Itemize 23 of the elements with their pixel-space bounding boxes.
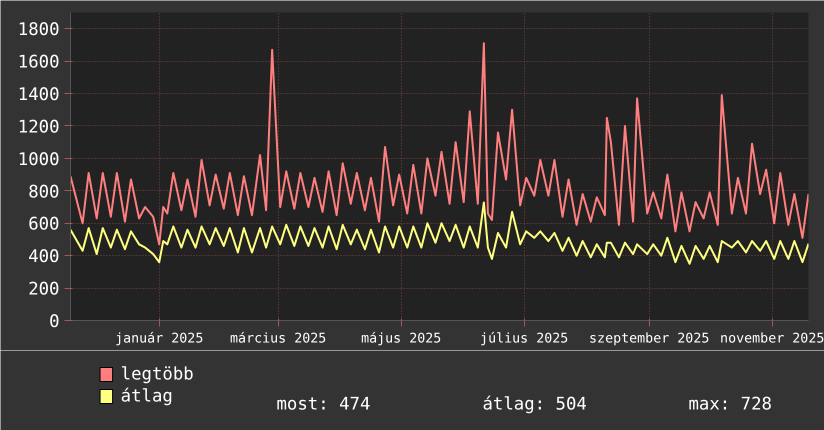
legend-label: legtöbb: [120, 364, 194, 384]
x-tick-label: július 2025: [480, 332, 568, 346]
legend-label: átlag: [120, 386, 173, 406]
line-series: [70, 42, 808, 246]
y-tick-label: 1000: [18, 150, 60, 170]
y-tick-label: 1400: [18, 85, 60, 106]
y-tick-label: 1200: [18, 117, 60, 138]
y-tick-label: 1800: [18, 20, 60, 40]
x-tick-label: november 2025: [720, 332, 824, 346]
y-tick-label: 1600: [18, 52, 60, 73]
line-series: [70, 201, 808, 265]
x-tick-label: március 2025: [230, 332, 326, 346]
x-tick-label: május 2025: [361, 332, 442, 346]
text: most: 474: [276, 394, 370, 414]
y-tick-label: 400: [28, 247, 60, 268]
y-tick-label: 200: [28, 280, 60, 300]
y-tick-label: 0: [49, 312, 60, 332]
x-tick-label: szeptember 2025: [589, 332, 710, 346]
x-tick-label: január 2025: [115, 332, 204, 346]
y-tick-label: 600: [28, 214, 60, 235]
text: átlag: 504: [482, 394, 587, 414]
y-tick-label: 800: [28, 182, 60, 202]
text: max: 728: [688, 394, 772, 414]
